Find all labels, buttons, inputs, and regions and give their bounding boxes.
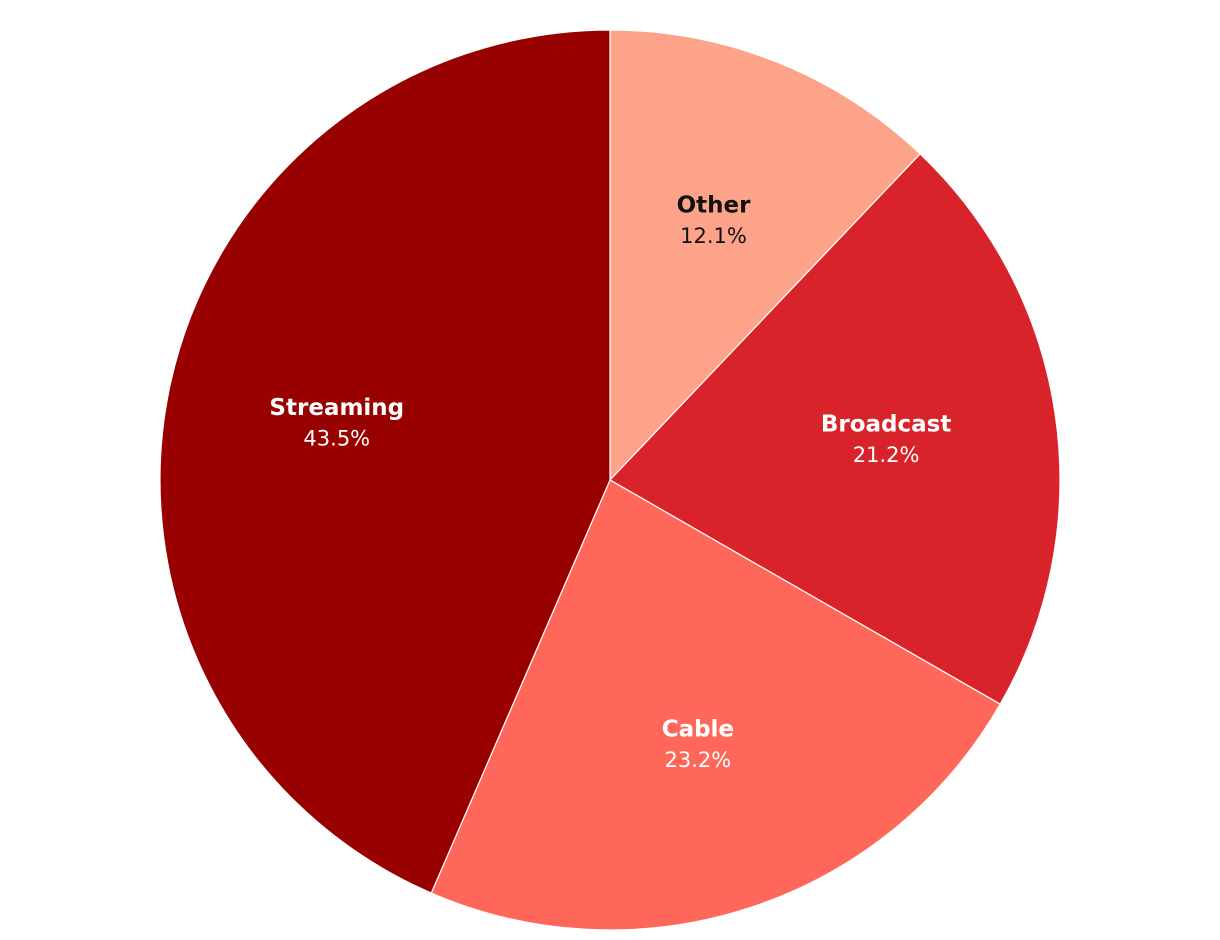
slice-value: 23.2% <box>665 748 732 772</box>
pie-slice <box>159 29 611 894</box>
slice-value: 12.1% <box>680 224 747 248</box>
pie-slice <box>609 153 1061 706</box>
slice-label: Other <box>677 192 752 218</box>
pie-slice <box>609 29 921 482</box>
pie-slice <box>430 479 1001 931</box>
slice-label: Broadcast <box>821 411 952 437</box>
slice-label: Cable <box>662 716 734 742</box>
slice-label: Streaming <box>269 395 404 421</box>
slice-value: 21.2% <box>853 443 920 467</box>
slice-value: 43.5% <box>303 426 370 450</box>
